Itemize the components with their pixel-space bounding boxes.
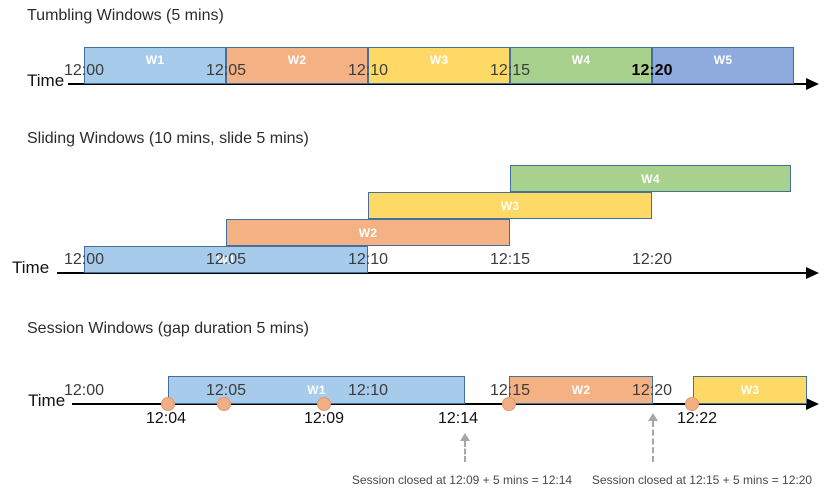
axis-tick-label: 12:00 <box>63 251 105 268</box>
axis-tick-label: 12:05 <box>205 382 247 399</box>
window-bar-w2: W2 <box>226 219 510 246</box>
axis-tick-label: 12:15 <box>489 251 531 268</box>
section-title: Sliding Windows (10 mins, slide 5 mins) <box>27 130 309 147</box>
session-closed-annotation: Session closed at 12:09 + 5 mins = 12:14 <box>351 473 573 487</box>
window-label: W1 <box>145 53 165 67</box>
axis-arrowhead-icon <box>806 78 819 90</box>
event-time-label: 12:04 <box>145 410 187 427</box>
window-label: W3 <box>500 198 520 213</box>
window-label: W5 <box>713 53 733 67</box>
window-label: W3 <box>429 53 449 67</box>
axis-tick-label: 12:10 <box>347 62 389 79</box>
axis-tick-label: 12:20 <box>631 62 673 79</box>
time-axis-label: Time <box>12 258 50 277</box>
section-title: Session Windows (gap duration 5 mins) <box>27 320 309 337</box>
event-dot <box>502 397 516 411</box>
time-axis-label: Time <box>27 71 65 90</box>
window-label: W3 <box>740 383 760 397</box>
window-label: W4 <box>641 171 660 186</box>
time-axis-line <box>68 83 808 85</box>
window-bar-w4: W4 <box>510 165 791 192</box>
time-axis-label: Time <box>28 391 66 410</box>
axis-tick-label: 12:00 <box>63 62 105 79</box>
time-axis-line <box>57 272 808 274</box>
event-time-label: 12:09 <box>303 410 345 427</box>
window-label: W2 <box>287 53 307 67</box>
window-label: W2 <box>358 225 378 240</box>
window-label: W1 <box>307 383 326 397</box>
axis-tick-label: 12:15 <box>489 62 531 79</box>
window-bar-w1: W1 <box>84 47 226 84</box>
window-bar-w1: W1 <box>84 246 368 273</box>
window-bar-w3: W3 <box>368 47 510 84</box>
axis-tick-label: 12:05 <box>205 62 247 79</box>
window-bar-w5: W5 <box>652 47 794 84</box>
axis-tick-label: 12:15 <box>489 382 531 399</box>
axis-tick-label: 12:10 <box>347 382 389 399</box>
window-bar-w2: W2 <box>509 376 653 404</box>
arrowhead-up-icon <box>460 433 470 441</box>
window-bar-w4: W4 <box>510 47 652 84</box>
axis-tick-label: 12:00 <box>63 382 105 399</box>
tumbling-windows-section: Tumbling Windows (5 mins) Time W1 W2 W3 W4 W… <box>0 0 829 120</box>
event-time-label: 12:14 <box>437 410 479 427</box>
dashed-line <box>652 421 654 462</box>
dashed-line <box>464 441 466 462</box>
event-dot <box>685 397 699 411</box>
axis-tick-label: 12:05 <box>205 251 247 268</box>
event-dot <box>161 397 175 411</box>
window-label: W1 <box>216 252 236 267</box>
window-bar-w3: W3 <box>368 192 652 219</box>
axis-arrowhead-icon <box>806 267 819 279</box>
time-axis-line <box>72 403 808 405</box>
axis-tick-label: 12:10 <box>347 251 389 268</box>
window-label: W4 <box>571 53 591 67</box>
window-label: W2 <box>571 383 591 397</box>
event-time-label: 12:22 <box>676 410 718 427</box>
window-bar-w3: W3 <box>693 376 807 404</box>
event-dot <box>217 397 231 411</box>
event-dot <box>317 397 331 411</box>
session-closed-annotation: Session closed at 12:15 + 5 mins = 12:20 <box>591 473 813 487</box>
session-windows-section: Session Windows (gap duration 5 mins) Ti… <box>0 290 829 498</box>
sliding-windows-section: Sliding Windows (10 mins, slide 5 mins) … <box>0 120 829 290</box>
axis-arrowhead-icon <box>806 398 819 410</box>
section-title: Tumbling Windows (5 mins) <box>27 7 224 24</box>
arrowhead-up-icon <box>648 413 658 421</box>
axis-tick-label: 12:20 <box>631 251 673 268</box>
axis-tick-label: 12:20 <box>631 382 673 399</box>
window-bar-w2: W2 <box>226 47 368 84</box>
